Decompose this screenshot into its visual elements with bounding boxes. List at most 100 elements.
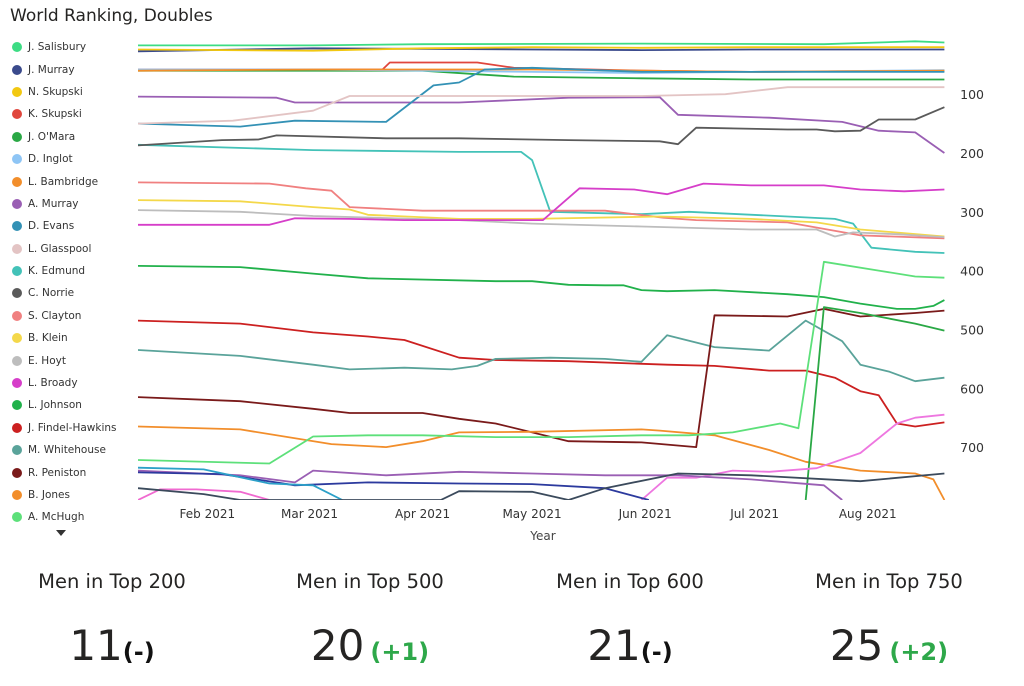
- series-line[interactable]: [138, 40, 945, 47]
- legend-item[interactable]: A. Murray: [12, 193, 132, 215]
- legend-item[interactable]: L. Broady: [12, 372, 132, 394]
- series-line[interactable]: [138, 425, 946, 501]
- legend-item[interactable]: B. Jones: [12, 484, 132, 506]
- series-line[interactable]: [138, 95, 945, 154]
- legend-item[interactable]: J. O'Mara: [12, 126, 132, 148]
- y-axis: 100 200 300 400 500 600 700: [960, 87, 984, 455]
- legend-label: B. Jones: [28, 489, 70, 501]
- legend-item[interactable]: E. Hoyt: [12, 349, 132, 371]
- legend-label: A. McHugh: [28, 511, 85, 524]
- legend-item[interactable]: L. Glasspool: [12, 238, 132, 260]
- kpi-delta: (-): [640, 638, 673, 666]
- legend-item[interactable]: D. Inglot: [12, 148, 132, 170]
- series-line[interactable]: [138, 47, 945, 53]
- legend-label: S. Clayton: [28, 309, 82, 322]
- y-tick-label: 200: [960, 146, 984, 161]
- legend-item[interactable]: M. Whitehouse: [12, 439, 132, 461]
- series-line[interactable]: [138, 143, 945, 254]
- legend-dot: [12, 198, 22, 209]
- legend-item[interactable]: N. Skupski: [12, 81, 132, 103]
- legend-scroll-down-icon[interactable]: [56, 530, 66, 536]
- legend-dot: [12, 378, 22, 389]
- kpi-value: 20: [310, 621, 365, 670]
- series-line[interactable]: [138, 182, 945, 226]
- x-tick-label: Jun 2021: [618, 507, 672, 521]
- series-line[interactable]: [138, 199, 945, 238]
- kpi-label: Men in Top 600: [556, 570, 704, 593]
- kpi-label: Men in Top 200: [38, 570, 186, 593]
- legend-dot: [12, 131, 22, 142]
- kpi-card-top-600: Men in Top 600 21(-): [505, 560, 755, 670]
- series-line[interactable]: [138, 488, 270, 500]
- series-line[interactable]: [138, 466, 343, 500]
- x-tick-label: Apr 2021: [395, 507, 450, 521]
- kpi-label: Men in Top 500: [296, 570, 444, 593]
- legend-dot: [12, 42, 22, 53]
- series-line[interactable]: [804, 306, 945, 500]
- series-line[interactable]: [138, 307, 945, 449]
- series-line[interactable]: [138, 260, 945, 465]
- x-tick-label: May 2021: [502, 507, 561, 521]
- legend-label: E. Hoyt: [28, 354, 66, 367]
- legend-item[interactable]: B. Klein: [12, 327, 132, 349]
- series-line[interactable]: [138, 469, 843, 500]
- legend-dot: [12, 400, 22, 411]
- series-line[interactable]: [138, 86, 945, 125]
- legend-label: R. Peniston: [28, 466, 87, 479]
- x-tick-label: Mar 2021: [281, 507, 338, 521]
- series-line[interactable]: [138, 319, 945, 383]
- legend-item[interactable]: C. Norrie: [12, 282, 132, 304]
- y-tick-label: 600: [960, 381, 984, 396]
- legend-label: C. Norrie: [28, 287, 75, 300]
- y-tick-label: 500: [960, 322, 984, 337]
- series-line[interactable]: [138, 319, 945, 428]
- legend-dot: [12, 422, 22, 433]
- legend-item[interactable]: J. Salisbury: [12, 36, 132, 58]
- series-line[interactable]: [640, 413, 945, 500]
- legend-item[interactable]: J. Murray: [12, 58, 132, 80]
- legend-dot: [12, 109, 22, 120]
- kpi-value: 11: [69, 621, 123, 670]
- series-line[interactable]: [138, 106, 945, 147]
- series-line[interactable]: [138, 46, 945, 52]
- legend-dot: [12, 512, 22, 523]
- legend-item[interactable]: S. Clayton: [12, 305, 132, 327]
- legend-label: J. Salisbury: [28, 41, 87, 54]
- kpi-delta: (+1): [370, 638, 430, 666]
- legend-item[interactable]: L. Johnson: [12, 394, 132, 416]
- kpi-delta: (+2): [889, 638, 949, 666]
- series-line[interactable]: [138, 181, 945, 240]
- line-chart: 100 200 300 400 500 600 700 Feb 2021 Mar 2021 Ap…: [138, 40, 984, 543]
- legend-item[interactable]: A. McHugh: [12, 506, 132, 528]
- legend-label: K. Skupski: [28, 108, 82, 121]
- legend-item[interactable]: J. Findel-Hawkins: [12, 417, 132, 439]
- legend-dot: [12, 86, 22, 97]
- y-tick-label: 100: [960, 87, 984, 102]
- legend-dot: [12, 176, 22, 187]
- y-tick-label: 300: [960, 205, 984, 220]
- legend-dot: [12, 490, 22, 500]
- series-line[interactable]: [138, 66, 945, 128]
- kpi-label: Men in Top 750: [815, 570, 963, 593]
- legend-label: N. Skupski: [28, 85, 83, 98]
- legend-label: J. Murray: [28, 63, 75, 76]
- series-line[interactable]: [138, 209, 945, 238]
- series-line[interactable]: [138, 472, 945, 501]
- legend-dot: [12, 445, 22, 456]
- legend-item[interactable]: K. Edmund: [12, 260, 132, 282]
- legend-label: L. Johnson: [28, 399, 82, 412]
- legend-label: M. Whitehouse: [28, 444, 106, 457]
- legend-item[interactable]: L. Bambridge: [12, 170, 132, 192]
- legend-item[interactable]: K. Skupski: [12, 103, 132, 125]
- legend-dot: [12, 310, 22, 321]
- chart-title: World Ranking, Doubles: [10, 6, 213, 26]
- legend-dot: [12, 64, 22, 75]
- x-axis: Feb 2021 Mar 2021 Apr 2021 May 2021 Jun 2021…: [180, 507, 897, 521]
- kpi-delta: (-): [122, 638, 155, 666]
- legend-dot: [12, 333, 22, 344]
- legend-label: L. Broady: [28, 377, 78, 390]
- legend-item[interactable]: R. Peniston: [12, 461, 132, 483]
- legend-item[interactable]: D. Evans: [12, 215, 132, 237]
- series-line[interactable]: [138, 265, 945, 310]
- x-tick-label: Aug 2021: [839, 507, 897, 521]
